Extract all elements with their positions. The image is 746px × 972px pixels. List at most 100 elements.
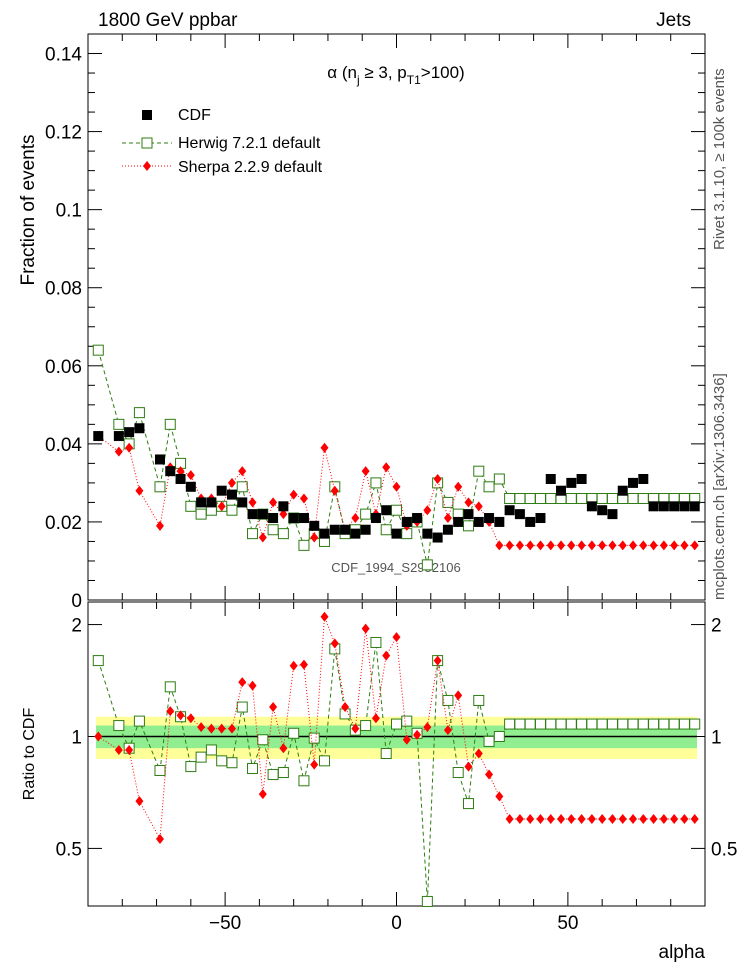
herwig-ratio-point — [504, 718, 516, 730]
herwig-point — [637, 493, 649, 505]
main-y-tick-label: 0.12 — [45, 123, 82, 144]
sherpa-point — [135, 485, 144, 496]
herwig-ratio-point — [596, 718, 608, 730]
cdf-point — [237, 497, 248, 508]
herwig-ratio-point — [637, 718, 649, 730]
sherpa-ratio-point — [351, 723, 360, 734]
sherpa-ratio-point — [505, 813, 514, 824]
cdf-point — [597, 505, 608, 516]
cdf-point — [525, 516, 536, 527]
sherpa-point — [114, 446, 123, 457]
sherpa-point — [464, 497, 473, 508]
herwig-ratio-point — [216, 755, 228, 767]
sherpa-ratio-point — [649, 813, 658, 824]
herwig-ratio-point — [606, 718, 618, 730]
sherpa-ratio-point — [485, 769, 494, 780]
cdf-point — [288, 513, 299, 524]
sherpa-point — [598, 540, 607, 551]
sherpa-ratio-point — [248, 680, 257, 691]
cdf-point — [617, 485, 628, 496]
herwig-ratio-point — [421, 895, 433, 907]
header-right: Jets — [656, 10, 691, 31]
herwig-point — [504, 493, 516, 505]
sherpa-ratio-point — [258, 789, 267, 800]
cdf-point — [432, 532, 443, 543]
cdf-point — [370, 513, 381, 524]
sherpa-ratio-point — [577, 813, 586, 824]
herwig-ratio-point — [565, 718, 577, 730]
herwig-ratio-point — [205, 744, 217, 756]
herwig-ratio-point — [195, 751, 207, 763]
sherpa-ratio-point — [454, 690, 463, 701]
cdf-point — [124, 427, 135, 438]
herwig-ratio-point — [277, 767, 289, 779]
sherpa-ratio-point — [166, 706, 175, 717]
sherpa-ratio-point — [598, 813, 607, 824]
legend-sherpa-marker — [143, 161, 151, 171]
sherpa-ratio-point — [670, 813, 679, 824]
cdf-point — [154, 454, 165, 465]
cdf-point — [628, 477, 639, 488]
herwig-ratio-point — [288, 727, 300, 739]
cdf-point — [556, 485, 567, 496]
herwig-point — [380, 524, 392, 536]
sherpa-ratio-point — [464, 761, 473, 772]
cdf-point — [453, 516, 464, 527]
rivet-label: Rivet 3.1.10, ≥ 100k events — [711, 68, 728, 250]
cdf-point — [566, 477, 577, 488]
cdf-point — [545, 473, 556, 484]
cdf-point — [504, 505, 515, 516]
cdf-point — [689, 501, 700, 512]
sherpa-ratio-point — [186, 713, 195, 724]
sherpa-ratio-point — [279, 743, 288, 754]
main-y-tick-label: 0.06 — [45, 357, 82, 378]
sherpa-point — [217, 501, 226, 512]
herwig-point — [391, 504, 402, 516]
herwig-ratio-point — [545, 718, 557, 730]
sherpa-point — [382, 462, 391, 473]
sherpa-ratio-point — [608, 813, 617, 824]
cdf-point — [298, 513, 309, 524]
sherpa-ratio-point — [392, 632, 401, 643]
herwig-ratio-point — [627, 718, 639, 730]
sherpa-ratio-point — [690, 813, 699, 824]
cdf-point — [391, 528, 402, 539]
herwig-point — [185, 500, 197, 512]
herwig-ratio-point — [442, 694, 454, 706]
herwig-point — [370, 477, 382, 489]
sherpa-ratio-point — [443, 725, 452, 736]
sherpa-point — [680, 540, 689, 551]
cdf-point — [679, 501, 690, 512]
herwig-ratio-point — [257, 734, 269, 746]
cdf-point — [576, 473, 587, 484]
herwig-ratio-point — [133, 715, 145, 727]
ratio-y-tick-label-right: 1 — [711, 727, 722, 748]
cdf-point — [473, 516, 484, 527]
herwig-point — [483, 481, 495, 493]
sherpa-ratio-point — [433, 655, 442, 666]
sherpa-point — [659, 540, 668, 551]
herwig-ratio-point — [185, 761, 197, 773]
sherpa-point — [690, 540, 699, 551]
cdf-point — [535, 513, 546, 524]
herwig-point — [164, 418, 176, 430]
main-panel: 0 0.02 0.04 0.06 0.08 0.1 0.12 0.14 α (nj ≥ 3, … — [18, 33, 706, 612]
herwig-point — [154, 481, 166, 493]
ratio-y-tick-label: 1 — [71, 727, 82, 748]
sherpa-point — [474, 501, 483, 512]
sherpa-point — [526, 540, 535, 551]
cdf-point — [247, 509, 258, 520]
herwig-ratio-point — [473, 694, 485, 706]
herwig-ratio-point — [236, 701, 248, 713]
sherpa-ratio-point — [94, 731, 103, 742]
sherpa-ratio-point — [197, 722, 206, 733]
sherpa-ratio-point — [135, 796, 144, 807]
sherpa-ratio-point — [289, 660, 298, 671]
herwig-ratio-point — [370, 636, 382, 648]
herwig-ratio-point — [391, 718, 402, 730]
ratio-y-tick-label: 2 — [71, 616, 82, 637]
ratio-y-tick-label: 0.5 — [56, 839, 82, 860]
sherpa-ratio-point — [680, 813, 689, 824]
cdf-point — [206, 497, 217, 508]
herwig-ratio-point — [534, 718, 546, 730]
